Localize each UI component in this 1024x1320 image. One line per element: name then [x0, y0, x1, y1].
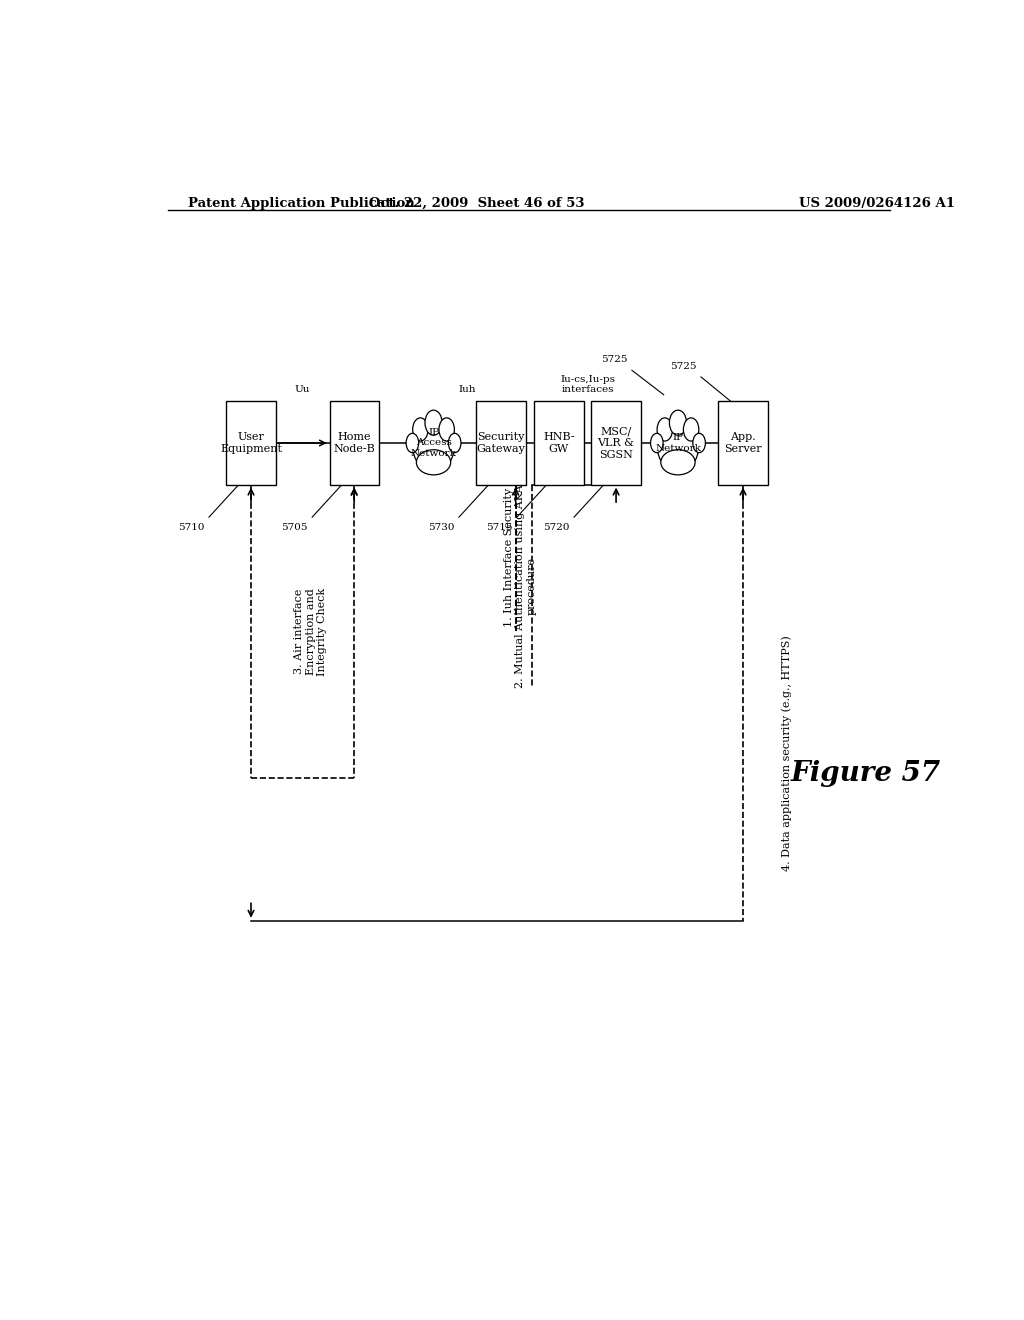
Text: 5715: 5715 — [485, 523, 512, 532]
Ellipse shape — [683, 418, 698, 441]
Text: 5725: 5725 — [670, 362, 696, 371]
Text: 5710: 5710 — [178, 523, 204, 532]
Text: IP
Network: IP Network — [655, 433, 700, 453]
Text: Figure 57: Figure 57 — [791, 760, 941, 787]
Ellipse shape — [413, 418, 428, 441]
Ellipse shape — [413, 422, 454, 473]
Ellipse shape — [417, 450, 451, 475]
Text: Iuh: Iuh — [459, 385, 476, 395]
Text: MSC/
VLR &
SGSN: MSC/ VLR & SGSN — [598, 426, 635, 459]
Text: 1. Iuh Interface Security: 1. Iuh Interface Security — [505, 488, 514, 627]
Text: 5705: 5705 — [281, 523, 307, 532]
Text: Iu-cs,Iu-ps
interfaces: Iu-cs,Iu-ps interfaces — [560, 375, 615, 395]
Text: Security
Gateway: Security Gateway — [476, 432, 525, 454]
Text: 5720: 5720 — [543, 523, 569, 532]
Ellipse shape — [439, 418, 455, 441]
Ellipse shape — [657, 422, 698, 473]
FancyBboxPatch shape — [226, 401, 275, 484]
Text: 2. Mutual Authentication using AKA
procedure: 2. Mutual Authentication using AKA proce… — [515, 484, 537, 688]
Ellipse shape — [449, 433, 461, 453]
Text: Home
Node-B: Home Node-B — [333, 432, 375, 454]
Ellipse shape — [657, 418, 673, 441]
Text: HNB-
GW: HNB- GW — [543, 432, 574, 454]
Ellipse shape — [693, 433, 706, 453]
Ellipse shape — [425, 411, 442, 436]
Ellipse shape — [660, 450, 695, 475]
FancyBboxPatch shape — [535, 401, 584, 484]
Text: Patent Application Publication: Patent Application Publication — [187, 197, 415, 210]
FancyBboxPatch shape — [592, 401, 641, 484]
Ellipse shape — [670, 411, 686, 436]
Text: App.
Server: App. Server — [724, 432, 762, 454]
Ellipse shape — [407, 433, 419, 453]
Text: US 2009/0264126 A1: US 2009/0264126 A1 — [799, 197, 954, 210]
Text: User
Equipment: User Equipment — [220, 432, 282, 454]
FancyBboxPatch shape — [476, 401, 525, 484]
Text: Uu: Uu — [295, 385, 310, 395]
Text: 3. Air interface
Encryption and
Integrity Check: 3. Air interface Encryption and Integrit… — [294, 587, 327, 676]
Text: 5730: 5730 — [428, 523, 455, 532]
Ellipse shape — [650, 433, 664, 453]
FancyBboxPatch shape — [330, 401, 379, 484]
Text: IP
Access
Network: IP Access Network — [411, 428, 457, 458]
Text: Oct. 22, 2009  Sheet 46 of 53: Oct. 22, 2009 Sheet 46 of 53 — [370, 197, 585, 210]
Text: 5725: 5725 — [601, 355, 627, 364]
Text: 4. Data application security (e.g., HTTPS): 4. Data application security (e.g., HTTP… — [781, 636, 792, 871]
FancyBboxPatch shape — [719, 401, 768, 484]
